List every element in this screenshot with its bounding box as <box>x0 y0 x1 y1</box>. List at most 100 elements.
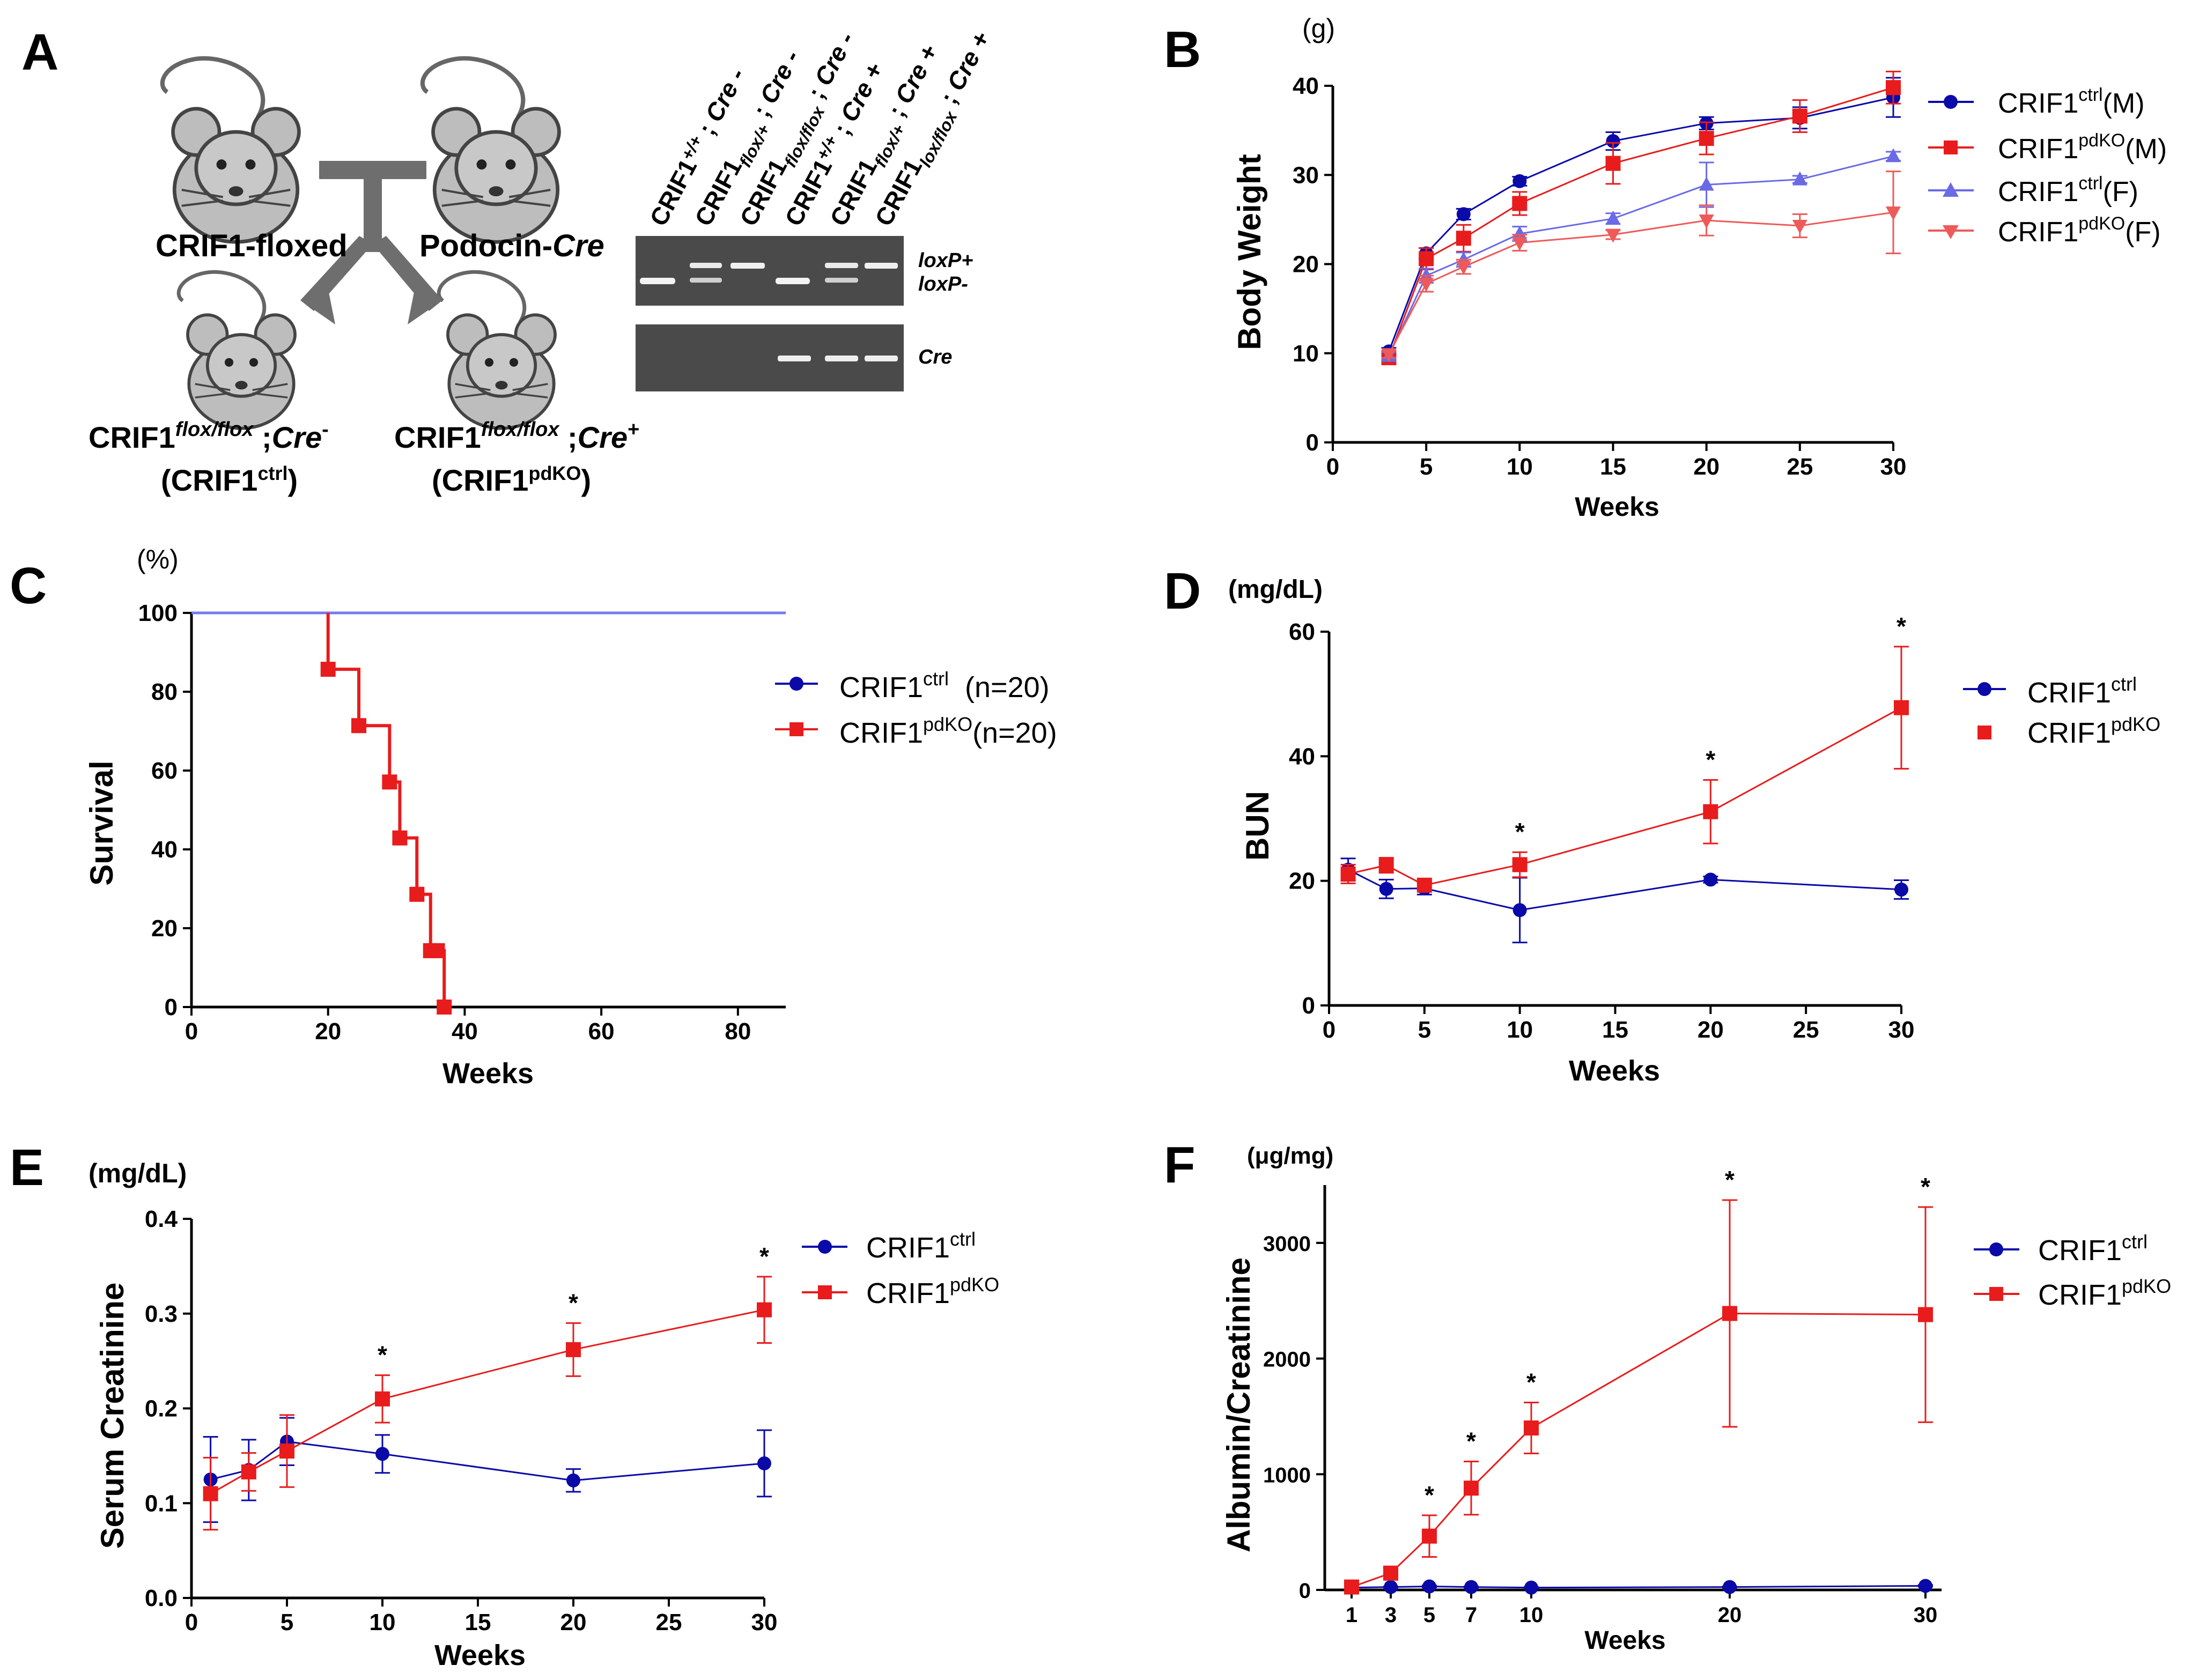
significance-mark: * <box>759 1242 769 1270</box>
panel-c: C (%) Survival Weeks 0 20 40 60 80 100 0 20 40 60… <box>10 544 1057 1090</box>
series-line-0 <box>1347 869 1902 911</box>
data-point-pdko <box>320 662 336 677</box>
x-tick-label: 1 <box>1346 1603 1357 1627</box>
gel-label-cre: Cre <box>918 346 952 368</box>
panel-b-plot: 0 10 20 30 40 0 5 10 15 20 25 30 <box>1293 70 1907 480</box>
gel-image-loxp <box>636 236 904 306</box>
data-point-0 <box>1384 1580 1398 1594</box>
data-point-2 <box>1886 148 1901 162</box>
legend-label-pdko-m: CRIF1pdKO(M) <box>1998 130 2167 165</box>
x-tick-label: 30 <box>1914 1603 1938 1627</box>
data-point-pdko <box>430 943 445 958</box>
data-point-1 <box>1792 108 1807 124</box>
data-point-3 <box>1792 220 1807 234</box>
panel-c-legend: CRIF1ctrl (n=20) CRIF1pdKO(n=20) <box>775 668 1057 749</box>
y-tick-label: 0 <box>165 994 178 1020</box>
legend-label-ctrl-f: CRIF1ctrl(F) <box>1998 173 2138 208</box>
label-offspring-pdko-genotype: CRIF1flox/flox ;Cre+ <box>394 418 639 454</box>
x-tick-label: 25 <box>1787 454 1813 480</box>
y-tick-label: 0.1 <box>145 1490 178 1516</box>
panel-b-xlabel: Weeks <box>1575 492 1659 522</box>
significance-mark: * <box>1425 1481 1434 1509</box>
legend-marker-ctrl <box>1989 1242 2003 1256</box>
data-point-1 <box>1383 1565 1398 1581</box>
panel-c-unit: (%) <box>137 544 179 574</box>
data-point-1 <box>757 1302 772 1318</box>
data-point-0 <box>1703 872 1718 887</box>
panel-c-plot: 0 20 40 60 80 100 0 20 40 60 80 <box>138 600 786 1045</box>
data-point-1 <box>375 1391 390 1407</box>
x-tick-label: 25 <box>656 1609 682 1635</box>
data-point-1 <box>241 1464 256 1479</box>
significance-mark: * <box>1897 612 1906 640</box>
panel-d-legend: CRIF1ctrl CRIF1pdKO <box>1963 673 2160 749</box>
panel-e-legend: CRIF1ctrl CRIF1pdKO <box>802 1228 999 1309</box>
panel-f-unit: (μg/mg) <box>1247 1143 1333 1169</box>
significance-mark: * <box>1515 818 1525 846</box>
y-tick-label: 0 <box>1302 993 1315 1019</box>
x-tick-label: 20 <box>1718 1603 1742 1627</box>
data-point-0 <box>1894 882 1908 897</box>
y-tick-label: 0.4 <box>145 1206 178 1232</box>
panel-b-legend: CRIF1ctrl(M) CRIF1pdKO(M) CRIF1ctrl(F) C… <box>1928 85 2167 248</box>
legend-marker-ctrl <box>789 677 803 691</box>
panel-c-xlabel: Weeks <box>442 1057 534 1090</box>
legend-marker-ctrl-m <box>1944 95 1958 109</box>
legend-marker-ctrl-f <box>1943 182 1959 197</box>
x-tick-label: 20 <box>315 1018 341 1045</box>
y-tick-label: 30 <box>1293 162 1319 188</box>
data-point-1 <box>566 1342 581 1357</box>
y-tick-label: 0.3 <box>145 1301 178 1327</box>
panel-d-xlabel: Weeks <box>1569 1055 1660 1087</box>
x-tick-label: 10 <box>1507 1017 1533 1043</box>
panel-b-unit: (g) <box>1302 13 1335 43</box>
x-tick-label: 15 <box>1602 1017 1628 1043</box>
data-point-1 <box>1703 804 1718 819</box>
significance-mark: * <box>1526 1368 1536 1396</box>
y-tick-label: 0 <box>1299 1579 1311 1603</box>
data-point-3 <box>1456 261 1471 275</box>
label-podocin-cre: Podocin-Cre <box>419 228 604 263</box>
panel-b: B (g) Body Weight Weeks 0 10 20 30 40 0 5 10 15 2… <box>1164 13 2167 522</box>
significance-mark: * <box>1466 1427 1476 1455</box>
x-tick-label: 15 <box>465 1609 491 1635</box>
x-tick-label: 7 <box>1465 1603 1477 1627</box>
x-tick-label: 3 <box>1385 1603 1397 1627</box>
series-line-2 <box>1388 155 1894 357</box>
panel-d: D (mg/dL) BUN Weeks 0 20 40 60 0 5 10 15 20 25 30 *… <box>1164 563 2160 1087</box>
data-point-0 <box>1422 1579 1436 1594</box>
data-point-pdko <box>392 830 408 846</box>
label-offspring-ctrl-abbr: (CRIF1ctrl) <box>161 462 298 497</box>
legend-marker-pdko <box>818 1285 832 1299</box>
legend-label-pdko: CRIF1pdKO <box>866 1274 999 1309</box>
panel-e-ylabel: Serum Creatinine <box>94 1283 130 1549</box>
data-point-2 <box>1792 171 1807 186</box>
y-tick-label: 40 <box>1289 743 1315 769</box>
gel-label-loxp-plus: loxP+ <box>918 249 973 272</box>
panel-b-ylabel: Body Weight <box>1231 154 1267 350</box>
y-tick-label: 1000 <box>1263 1463 1311 1487</box>
panel-e-letter: E <box>10 1139 44 1196</box>
legend-label-ctrl: CRIF1ctrl <box>2038 1231 2148 1267</box>
data-point-2 <box>1699 176 1714 191</box>
legend-marker-pdko <box>1977 726 1991 739</box>
x-tick-label: 0 <box>1323 1017 1335 1043</box>
data-point-1 <box>1344 1579 1359 1595</box>
panel-f-ylabel: Albumin/Creatinine <box>1221 1257 1257 1552</box>
series-line-1 <box>1348 707 1902 886</box>
x-tick-label: 15 <box>1600 454 1626 480</box>
y-tick-label: 0.0 <box>145 1585 178 1611</box>
data-point-0 <box>566 1473 580 1487</box>
label-offspring-ctrl-genotype: CRIF1flox/flox ;Cre- <box>88 418 329 454</box>
y-tick-label: 60 <box>151 758 178 784</box>
gel-lane-labels: CRIF1+/+ ; Cre - CRIF1flox/+ ; Cre - CRI… <box>644 27 995 231</box>
x-tick-label: 30 <box>1880 454 1907 480</box>
x-tick-label: 0 <box>185 1018 198 1045</box>
data-point-3 <box>1512 236 1528 251</box>
x-tick-label: 20 <box>1693 454 1720 480</box>
data-point-pdko <box>409 886 425 902</box>
data-point-1 <box>1422 1528 1437 1544</box>
y-tick-label: 60 <box>1289 619 1315 645</box>
series-line-3 <box>1388 211 1894 355</box>
significance-mark: * <box>1706 745 1715 773</box>
